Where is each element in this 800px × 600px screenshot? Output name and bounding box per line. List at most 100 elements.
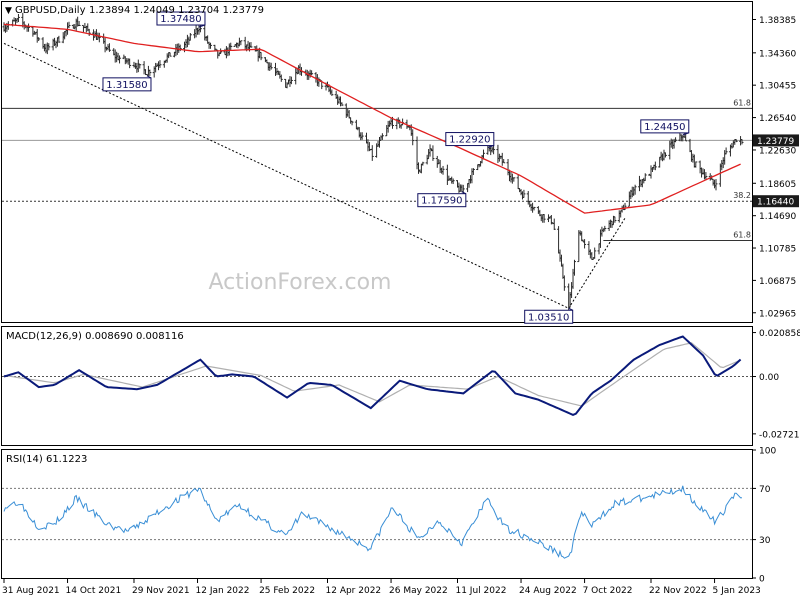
ohlc-bar: [532, 206, 536, 211]
x-axis-label: 12 Apr 2022: [326, 586, 382, 596]
chart-symbol-icon: ▼: [5, 6, 12, 16]
ohlc-bar: [67, 21, 71, 29]
ohlc-bar: [289, 76, 293, 85]
ohlc-bar: [441, 165, 445, 175]
price-tag-label: 1.16440: [757, 198, 794, 208]
macd-axis-label: 0.020858: [759, 329, 800, 339]
ohlc-bar: [57, 35, 61, 43]
price-tag-box: [753, 195, 799, 208]
ohlc-bar: [613, 216, 617, 223]
ohlc-bar: [128, 58, 132, 69]
ohlc-bar: [360, 132, 364, 140]
macd-axis-label: -0.027213: [759, 430, 800, 440]
price-tag-box: [753, 134, 799, 147]
annotation-text: 1.03510: [528, 312, 569, 323]
fibonacci-level-label: 61.8: [733, 98, 751, 107]
ohlc-bar: [47, 43, 51, 51]
ohlc-bar: [27, 23, 31, 32]
price-axis-label: 1.06875: [759, 277, 796, 287]
ohlc-bar: [16, 13, 20, 23]
x-axis-label: 14 Oct 2021: [66, 586, 122, 596]
ohlc-bar: [633, 184, 637, 195]
ohlc-bar: [97, 32, 101, 43]
ohlc-bar: [542, 214, 546, 223]
ohlc-bar: [663, 152, 667, 158]
ohlc-bar: [118, 55, 122, 64]
ohlc-bar: [552, 218, 556, 230]
rsi-line: [3, 485, 743, 559]
ohlc-bar: [168, 52, 172, 57]
ohlc-bar: [583, 239, 587, 249]
ohlc-bar: [229, 42, 233, 51]
ohlc-bar: [188, 33, 192, 41]
chart-ohlc-readout: 1.23894 1.24049 1.23704 1.23779: [89, 5, 264, 16]
annotation-text: 1.24450: [644, 122, 685, 133]
price-axis-label: 1.22630: [759, 146, 796, 156]
ohlc-bar: [138, 63, 142, 69]
rsi-title: RSI(14) 61.1223: [6, 454, 87, 465]
ohlc-bar: [724, 147, 728, 155]
ohlc-bar: [653, 161, 657, 171]
ohlc-bar: [562, 275, 566, 291]
ohlc-bar: [603, 225, 607, 232]
trend-line: [568, 217, 626, 309]
annotation-text: 1.22920: [449, 135, 490, 146]
price-tag: 1.16440: [753, 195, 799, 208]
price-axis-label: 1.30455: [759, 82, 796, 92]
price-pane-frame: [1, 1, 753, 323]
ohlc-bar: [421, 161, 425, 166]
rsi-axis-label: 70: [759, 485, 771, 495]
price-annotations: 1.37480 1.31580 1.22920 1.17590 1.24450 1.035…: [102, 11, 690, 324]
macd-signal-line: [3, 342, 741, 407]
annotation-leader: [682, 132, 689, 136]
annotation-text: 1.17590: [421, 196, 462, 207]
annotation-text: 1.31580: [106, 80, 147, 91]
annotation-box: [102, 77, 152, 92]
annotation-leader: [487, 145, 494, 149]
ohlc-bar: [481, 149, 485, 160]
ohlc-bar: [340, 102, 344, 107]
x-axis-label: 24 Aug 2022: [519, 586, 577, 596]
ohlc-bar: [694, 161, 698, 168]
macd-axis-label: 0.00: [759, 373, 779, 383]
price-axis: 1.38385 1.34360 1.30455 1.26540 1.22630 1.186…: [752, 16, 799, 319]
ohlc-bar: [310, 70, 314, 76]
ohlc-bar: [492, 145, 496, 155]
fibonacci-level-label: 61.8: [733, 230, 751, 239]
ohlc-bar: [87, 28, 91, 36]
annotation-leader: [198, 24, 206, 28]
price-annotation: 1.17590: [417, 191, 467, 208]
ohlc-bar: [411, 129, 415, 146]
x-axis-label: 7 Oct 2022: [583, 586, 633, 596]
pane-frames: [1, 1, 753, 579]
price-trend-lines: [3, 42, 626, 309]
annotation-box: [417, 193, 467, 208]
price-annotation: 1.22920: [445, 132, 495, 149]
annotation-box: [640, 119, 690, 134]
ohlc-bar: [350, 120, 354, 126]
x-axis-label: 26 May 2022: [389, 586, 448, 596]
annotation-box: [524, 309, 574, 324]
ohlc-bar: [148, 69, 152, 76]
ohlc-bar: [502, 159, 506, 164]
annotation-leader: [461, 191, 467, 195]
price-annotation: 1.37480: [156, 11, 206, 28]
annotation-leader: [568, 307, 573, 311]
macd-title: MACD(12,26,9) 0.008690 0.008116: [6, 331, 184, 342]
ohlc-bar: [593, 247, 597, 259]
ohlc-bar: [239, 40, 243, 46]
rsi-pane: 100 70 30 0: [2, 447, 776, 585]
ohlc-bar: [209, 42, 213, 49]
ohlc-bar: [643, 173, 647, 181]
x-axis-label: 11 Jul 2022: [455, 586, 506, 596]
fibonacci-level-label: 38.2: [733, 191, 751, 200]
ohlc-bar: [740, 139, 744, 145]
rsi-axis-label: 0: [759, 575, 765, 585]
price-axis-label: 1.10785: [759, 245, 796, 255]
ohlc-bar: [714, 179, 718, 191]
x-axis-label: 22 Nov 2022: [649, 586, 707, 596]
price-horizontal-levels: 61.8 38.2 61.8: [2, 98, 752, 241]
ohlc-bar: [370, 145, 374, 161]
ohlc-bar: [107, 43, 111, 52]
